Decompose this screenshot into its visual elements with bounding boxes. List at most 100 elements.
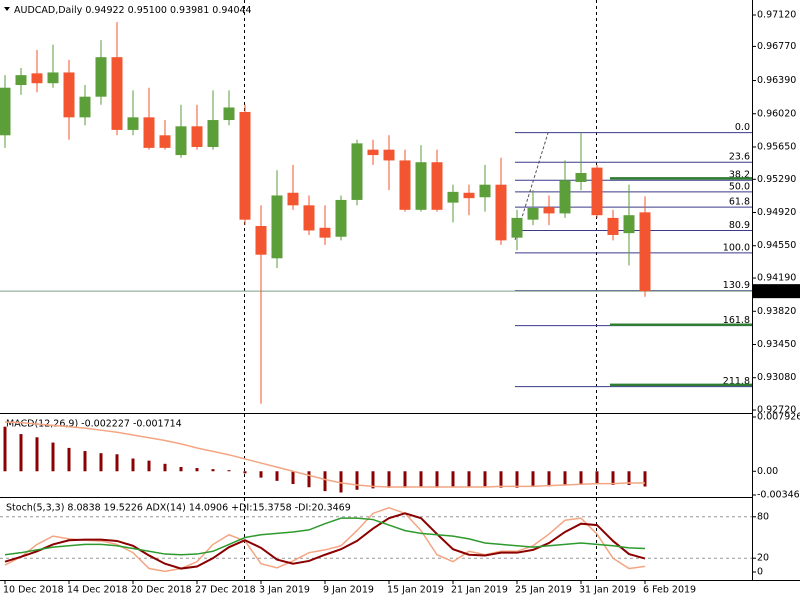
series-line (4, 512, 646, 570)
series-line (4, 421, 646, 488)
y-tick-label: 0.95650 (757, 141, 796, 152)
macd-bar (371, 471, 375, 489)
macd-bar (195, 468, 199, 472)
fib-label: 130.9 (723, 280, 750, 291)
y-tick-label: 0.96020 (757, 108, 796, 119)
fib-label: 161.8 (723, 315, 750, 326)
x-tick-label: 10 Dec 2018 (3, 585, 64, 596)
macd-bar (35, 437, 39, 472)
close-text: 0.94044 (212, 5, 251, 16)
fib-label: 100.0 (723, 242, 750, 253)
candle-body (127, 117, 139, 130)
y-tick-label: -0.003467 (757, 490, 800, 501)
symbol: AUDCAD,Daily (14, 5, 83, 16)
x-tick-label: 15 Jan 2019 (387, 585, 444, 596)
low-text: 0.93981 (170, 5, 209, 16)
macd-bar (147, 460, 151, 472)
fib-label: 0.0 (735, 122, 750, 133)
macd-bar (259, 471, 263, 478)
macd-bar (227, 470, 231, 472)
macd-bar (3, 426, 7, 472)
y-tick-label: 0.93820 (757, 306, 796, 317)
macd-bar (51, 442, 55, 472)
fib-label: 211.8 (723, 376, 750, 387)
candle-body (63, 72, 75, 118)
candle-body (431, 162, 443, 210)
candle-body (495, 184, 507, 241)
y-tick-label: 0 (757, 567, 763, 578)
candle-body (79, 96, 91, 118)
macd-bar (339, 471, 343, 493)
y-tick-label: 0.96770 (757, 41, 796, 52)
candle-body (447, 191, 459, 203)
macd-bar (451, 471, 455, 488)
macd-bar (131, 458, 135, 472)
candle-body (623, 215, 635, 234)
macd-title: MACD(12,26,9) -0.002227 -0.001714 (6, 419, 182, 430)
macd-bar (99, 453, 103, 472)
y-tick-label: 0.94550 (757, 240, 796, 251)
macd-bar (563, 471, 567, 485)
fib-label: 61.8 (729, 197, 750, 208)
macd-bar (467, 471, 471, 488)
candle-body (31, 73, 43, 84)
last-price-tag (753, 284, 800, 299)
candle-body (527, 208, 539, 220)
candle-body (0, 87, 11, 136)
candle-body (207, 120, 219, 147)
macd-bar (163, 463, 167, 472)
macd-bar (579, 471, 583, 485)
series-line (4, 507, 646, 573)
candle-body (303, 205, 315, 231)
macd-bar (211, 469, 215, 472)
trend-line (514, 132, 549, 241)
stoch-title: Stoch(5,3,3) 8.0838 19.5226 ADX(14) 14.0… (6, 503, 351, 514)
candle-body (415, 162, 427, 210)
macd-bar (611, 471, 615, 485)
macd-bar (531, 471, 535, 488)
macd-bar (83, 451, 87, 472)
macd-bar (67, 447, 71, 472)
candle-body (639, 212, 651, 292)
macd-bar (19, 434, 23, 472)
candle-body (15, 75, 27, 86)
macd-bar (483, 471, 487, 487)
y-tick-label: 0.007926 (757, 412, 800, 423)
y-tick-label: 0.93450 (757, 339, 796, 350)
macd-bar (515, 471, 519, 488)
high-text: 0.95100 (128, 5, 167, 16)
candle-body (383, 149, 395, 161)
macd-bar (179, 467, 183, 472)
candle-body (175, 126, 187, 156)
y-tick-label: 20 (757, 553, 769, 564)
x-tick-label: 6 Feb 2019 (643, 585, 696, 596)
last-price-label: 0.94044 (756, 286, 795, 297)
y-tick-label: 0.95290 (757, 174, 796, 185)
macd-bar (547, 471, 551, 487)
y-tick-label: 0.92720 (757, 405, 796, 416)
macd-bar (115, 454, 119, 472)
candle-body (463, 192, 475, 199)
candle-body (479, 184, 491, 198)
candle-body (111, 57, 123, 130)
y-tick-label: 0.00 (757, 466, 778, 477)
fib-label: 80.9 (729, 220, 750, 231)
macd-bar (627, 471, 631, 485)
candle-body (239, 111, 251, 220)
candle-body (287, 192, 299, 206)
candle-body (543, 207, 555, 214)
macd-bar (387, 471, 391, 488)
candle-body (223, 107, 235, 121)
macd-bar (499, 471, 503, 488)
y-tick-label: 0.97120 (757, 9, 796, 20)
candle-body (255, 225, 267, 255)
candle-body (271, 195, 283, 259)
x-tick-label: 3 Jan 2019 (259, 585, 310, 596)
macd-bar (291, 471, 295, 484)
x-tick-label: 14 Dec 2018 (67, 585, 128, 596)
macd-bar (243, 471, 247, 474)
macd-bar (595, 471, 599, 485)
candle-body (575, 173, 587, 182)
x-tick-label: 20 Dec 2018 (131, 585, 192, 596)
